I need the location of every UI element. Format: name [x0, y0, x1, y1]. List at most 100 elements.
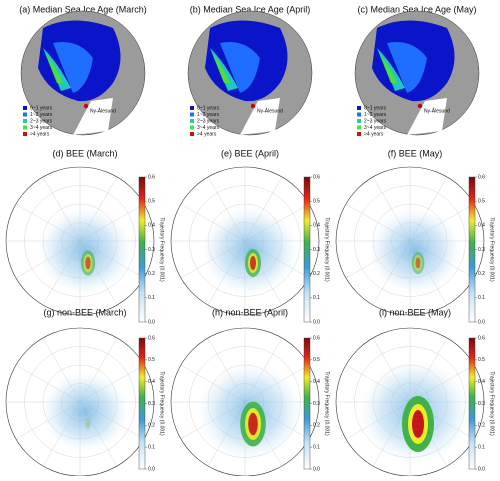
- colorbar-tick-label: 0.4: [478, 223, 485, 229]
- colorbar-tick-label: 0.2: [148, 271, 155, 277]
- colorbar-tick-label: 0.5: [148, 198, 155, 204]
- legend-label: >4 years: [197, 131, 217, 137]
- legend-swatch: [357, 119, 361, 123]
- haze: [368, 208, 462, 294]
- legend-label: 2~3 years: [197, 118, 220, 124]
- colorbar: [468, 337, 476, 470]
- colorbar-tick-label: 0.1: [478, 295, 485, 301]
- legend-label: >4 years: [30, 131, 50, 137]
- colorbar-tick-label: 0.2: [313, 423, 320, 429]
- colorbar-tick-label: 0.5: [313, 198, 320, 204]
- colorbar-tick-label: 0.3: [313, 247, 320, 253]
- ice-2-3: [377, 48, 405, 91]
- colorbar-tick-label: 0.2: [313, 271, 320, 277]
- frequency-map: [170, 327, 320, 477]
- hotspot-red: [412, 410, 424, 438]
- colorbar-tick-label: 0.0: [478, 319, 485, 325]
- legend-label: 0~1 years: [197, 105, 220, 111]
- colorbar-label: Trajectory Frequency (0.001): [159, 371, 165, 436]
- legend-swatch: [190, 132, 194, 136]
- colorbar-tick-label: 0.2: [478, 423, 485, 429]
- legend-swatch: [23, 132, 27, 136]
- ice-2-3: [43, 48, 71, 91]
- colorbar-label: Trajectory Frequency (0.001): [489, 217, 495, 282]
- station-marker: [83, 103, 89, 109]
- frequency-map: [170, 166, 320, 316]
- panel-title: (b) Median Sea Ice Age (April): [190, 4, 311, 14]
- legend-label: 1~2 years: [30, 112, 53, 118]
- colorbar-tick-label: 0.1: [148, 295, 155, 301]
- panel-title: (h) non-BEE (April): [212, 307, 288, 317]
- frequency-map: [5, 327, 155, 477]
- colorbar-tick-label: 0.4: [148, 379, 155, 385]
- legend-label: 3~4 years: [30, 125, 53, 131]
- hotspot-red: [250, 256, 256, 270]
- station-label: Ny-Ålesund: [424, 107, 450, 114]
- colorbar-tick-label: 0.5: [148, 357, 155, 363]
- panel-title: (c) Median Sea Ice Age (May): [357, 4, 476, 14]
- ice-2-3: [210, 48, 238, 91]
- panel-title: (a) Median Sea Ice Age (March): [19, 4, 147, 14]
- colorbar-tick-label: 0.1: [148, 444, 155, 450]
- ice-1-2: [53, 42, 93, 93]
- hotspot-green: [84, 418, 92, 430]
- colorbar-tick-label: 0.4: [478, 379, 485, 385]
- legend-swatch: [357, 106, 361, 110]
- legend-label: 1~2 years: [197, 112, 220, 118]
- colorbar-label: Trajectory Frequency (0.001): [324, 371, 330, 436]
- colorbar: [303, 337, 311, 470]
- colorbar: [138, 176, 146, 323]
- ice-map: Ny-Ålesund: [354, 10, 480, 136]
- panel-title: (f) BEE (May): [388, 148, 443, 158]
- ice-3-4: [45, 53, 63, 83]
- colorbar-tick-label: 0.6: [313, 335, 320, 341]
- legend-swatch: [23, 125, 27, 130]
- legend-swatch: [190, 125, 194, 130]
- legend-label: >4 years: [364, 131, 384, 137]
- colorbar-tick-label: 0.3: [478, 247, 485, 253]
- station-label: Ny-Ålesund: [257, 107, 283, 114]
- colorbar-tick-label: 0.3: [148, 247, 155, 253]
- hotspot-red: [248, 412, 258, 436]
- panel-title: (e) BEE (April): [221, 148, 279, 158]
- legend-swatch: [23, 112, 27, 117]
- legend-swatch: [23, 119, 27, 123]
- colorbar-tick-label: 0.2: [148, 423, 155, 429]
- legend-swatch: [190, 106, 194, 110]
- ice-map: Ny-Ålesund: [187, 10, 313, 136]
- colorbar: [303, 176, 311, 323]
- ice-map: Ny-Ålesund: [20, 10, 146, 136]
- colorbar-tick-label: 0.2: [478, 271, 485, 277]
- colorbar-tick-label: 0.0: [313, 466, 320, 472]
- ocean: [73, 98, 113, 135]
- legend-label: 1~2 years: [364, 112, 387, 118]
- legend-swatch: [190, 119, 194, 123]
- legend-label: 0~1 years: [30, 105, 53, 111]
- hotspot-yellow: [86, 420, 90, 428]
- legend-swatch: [357, 132, 361, 136]
- frequency-map: [335, 327, 485, 477]
- legend-label: 3~4 years: [364, 125, 387, 131]
- panel-title: (g) non-BEE (March): [43, 307, 126, 317]
- colorbar-tick-label: 0.0: [313, 319, 320, 325]
- colorbar: [468, 176, 476, 323]
- hotspot-red: [86, 421, 90, 427]
- colorbar-tick-label: 0.6: [148, 335, 155, 341]
- station-label: Ny-Ålesund: [90, 107, 116, 114]
- colorbar-tick-label: 0.0: [148, 466, 155, 472]
- legend-label: 2~3 years: [30, 118, 53, 124]
- legend-label: 0~1 years: [364, 105, 387, 111]
- colorbar-tick-label: 0.4: [148, 223, 155, 229]
- ice-1-2: [220, 42, 260, 93]
- ice-3-4: [212, 53, 230, 83]
- colorbar-tick-label: 0.6: [478, 335, 485, 341]
- ice-1-2: [387, 42, 427, 93]
- station-marker: [417, 103, 423, 109]
- colorbar-tick-label: 0.3: [148, 401, 155, 407]
- colorbar-tick-label: 0.6: [148, 174, 155, 180]
- legend-swatch: [357, 112, 361, 117]
- haze: [37, 207, 133, 295]
- colorbar-label: Trajectory Frequency (0.001): [489, 371, 495, 436]
- colorbar-label: Trajectory Frequency (0.001): [159, 217, 165, 282]
- colorbar-tick-label: 0.5: [478, 198, 485, 204]
